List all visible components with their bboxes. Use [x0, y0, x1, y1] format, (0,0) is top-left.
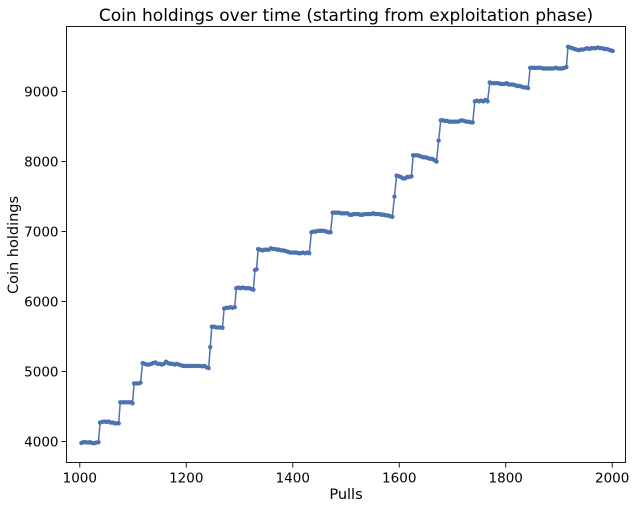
y-tick-label: 8000 [24, 155, 58, 171]
data-point [485, 99, 490, 104]
y-axis-label: Coin holdings [6, 196, 22, 294]
data-point [307, 251, 312, 256]
x-tick-label: 1200 [169, 471, 203, 487]
y-tick-label: 5000 [24, 365, 58, 381]
data-point [392, 194, 397, 199]
chart-title: Coin holdings over time (starting from e… [99, 6, 593, 26]
data-point [328, 230, 333, 235]
y-tick-label: 9000 [24, 85, 58, 101]
x-axis: 1000 1200 1400 1600 1800 2000 [63, 462, 629, 487]
data-point [251, 287, 256, 292]
data-point [390, 214, 395, 220]
series-line [81, 45, 613, 445]
plot-area [79, 44, 615, 446]
y-tick-label: 4000 [24, 435, 58, 451]
data-point [138, 380, 143, 385]
data-point [130, 401, 135, 406]
x-tick-label: 1000 [63, 471, 97, 487]
y-axis: 4000 5000 6000 7000 8000 9000 [24, 85, 67, 451]
data-point [206, 365, 211, 371]
data-point [525, 85, 531, 91]
x-tick-label: 1600 [382, 471, 416, 487]
data-point [436, 138, 441, 143]
plot-frame [66, 26, 626, 463]
data-point [434, 159, 439, 164]
data-point [610, 48, 615, 54]
x-tick-label: 1800 [489, 471, 523, 487]
data-point [254, 267, 259, 272]
data-point [409, 174, 414, 179]
data-point [564, 64, 569, 70]
data-point [232, 304, 237, 310]
y-tick-label: 6000 [24, 295, 58, 311]
data-point [220, 325, 225, 330]
data-point [116, 421, 121, 426]
x-tick-label: 2000 [595, 471, 629, 487]
y-tick-label: 7000 [24, 225, 58, 241]
data-point [470, 120, 475, 125]
x-axis-label: Pulls [329, 487, 362, 503]
x-tick-label: 1400 [276, 471, 310, 487]
data-point [208, 344, 213, 350]
data-point [96, 440, 101, 445]
